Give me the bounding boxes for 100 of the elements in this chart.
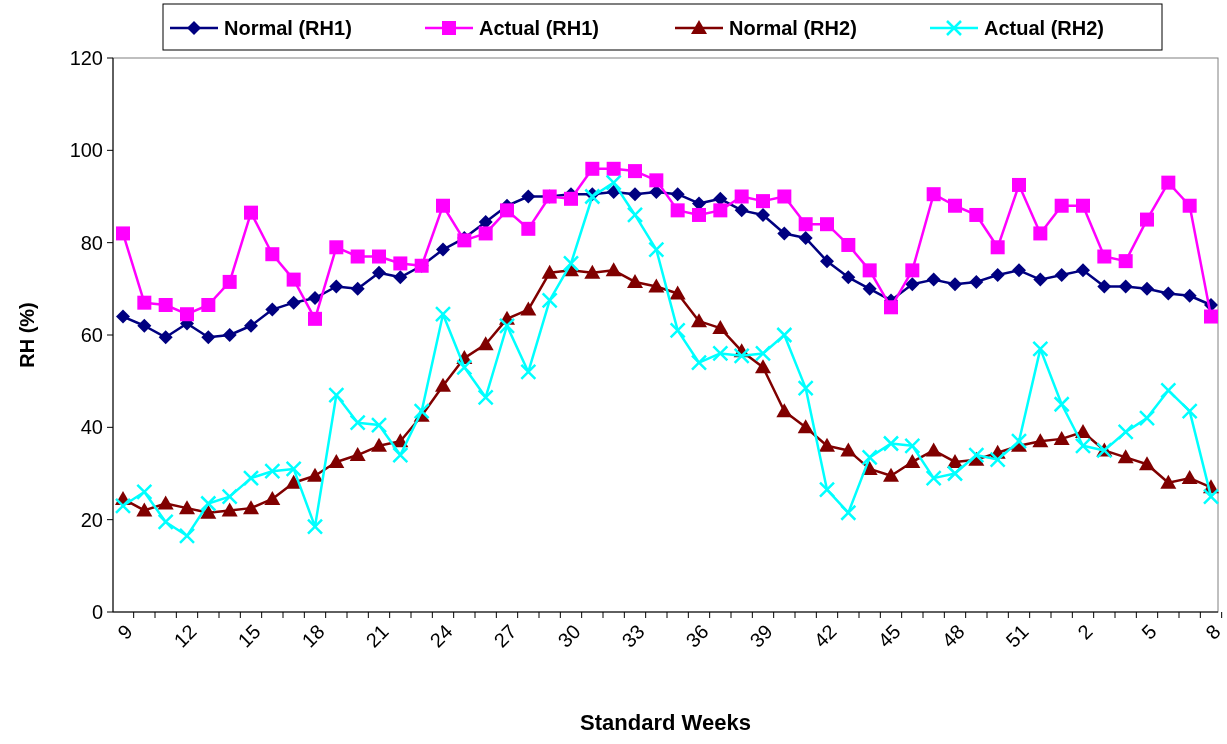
point	[1117, 423, 1134, 441]
legend-label: Normal (RH1)	[224, 17, 352, 39]
point	[521, 221, 536, 236]
point	[137, 295, 152, 310]
point	[884, 300, 898, 315]
x-tick-label: 15	[233, 620, 265, 652]
point	[712, 320, 729, 335]
point	[605, 174, 622, 191]
point	[1181, 470, 1198, 485]
point	[477, 336, 494, 351]
point	[541, 264, 558, 279]
point	[116, 226, 130, 241]
point	[243, 500, 259, 515]
point	[840, 504, 857, 521]
point	[755, 359, 771, 374]
point	[264, 490, 281, 505]
point	[244, 318, 258, 333]
point	[222, 274, 237, 289]
point	[434, 305, 452, 323]
point	[798, 231, 813, 246]
x-tick-label: 48	[937, 620, 969, 652]
point	[308, 311, 322, 326]
y-tick-label: 40	[80, 416, 103, 439]
y-tick-label: 0	[91, 601, 103, 623]
point	[158, 297, 173, 312]
point	[1010, 432, 1028, 450]
point	[862, 263, 877, 278]
point	[628, 164, 642, 179]
point	[1032, 433, 1049, 448]
point	[818, 481, 836, 498]
point	[861, 449, 878, 466]
point	[925, 442, 942, 457]
point	[393, 270, 408, 285]
point	[841, 237, 856, 252]
legend-label: Actual (RH2)	[984, 17, 1105, 39]
point	[1053, 396, 1070, 413]
x-tick-label: 27	[489, 620, 521, 652]
point	[1182, 198, 1197, 213]
point	[797, 379, 814, 397]
point	[1202, 488, 1220, 505]
point	[713, 203, 728, 218]
y-tick-label: 100	[69, 139, 103, 162]
point	[265, 302, 280, 317]
point	[840, 442, 857, 457]
point	[286, 295, 301, 310]
point	[819, 437, 835, 452]
point	[285, 460, 302, 478]
y-tick-label: 80	[80, 231, 103, 254]
point	[498, 317, 516, 335]
x-tick-label: 45	[873, 620, 905, 652]
point	[201, 297, 216, 312]
x-tick-label: 51	[1001, 620, 1033, 652]
point	[157, 513, 174, 531]
point	[562, 255, 580, 272]
point	[777, 189, 792, 204]
point	[969, 207, 984, 222]
point	[541, 292, 558, 309]
point	[372, 249, 386, 264]
point	[1075, 423, 1091, 438]
point	[648, 241, 665, 258]
point	[393, 256, 408, 271]
point	[905, 263, 920, 278]
point	[308, 291, 322, 306]
point	[456, 359, 473, 376]
point	[179, 500, 195, 515]
point	[1097, 249, 1112, 264]
y-tick-label: 120	[69, 47, 103, 69]
point	[436, 242, 450, 257]
point	[370, 416, 388, 434]
point	[1012, 177, 1026, 192]
point	[392, 446, 409, 464]
point	[350, 249, 365, 264]
point	[904, 453, 921, 468]
point	[969, 274, 984, 289]
point	[756, 207, 770, 222]
point	[349, 414, 366, 431]
point	[669, 322, 686, 339]
point	[136, 483, 153, 501]
point	[221, 502, 238, 517]
point	[754, 345, 772, 362]
point	[626, 206, 644, 224]
point	[734, 189, 749, 204]
point	[756, 194, 770, 209]
point	[926, 272, 941, 287]
point	[606, 161, 621, 176]
point	[905, 277, 920, 292]
point	[1117, 449, 1134, 464]
point	[968, 446, 985, 464]
point	[413, 402, 430, 420]
x-tick-label: 9	[113, 620, 137, 644]
point	[627, 273, 643, 288]
x-tick-label: 18	[297, 620, 329, 652]
point	[264, 462, 281, 480]
point	[329, 240, 344, 255]
point	[200, 495, 217, 512]
point	[222, 328, 237, 342]
point	[1033, 226, 1048, 241]
point	[1140, 212, 1154, 227]
y-tick-label: 20	[80, 508, 103, 531]
point	[820, 254, 834, 269]
